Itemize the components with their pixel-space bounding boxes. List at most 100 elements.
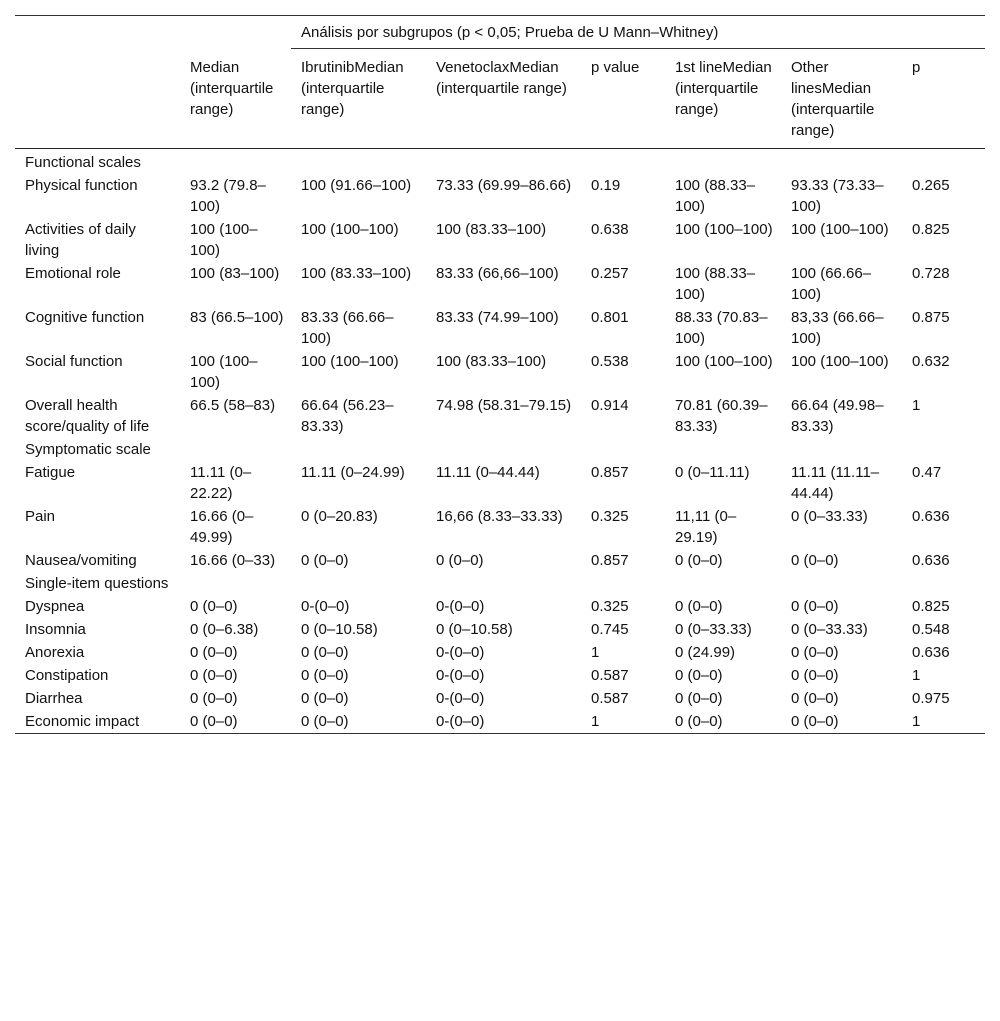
- cell: 0 (0–10.58): [436, 621, 513, 638]
- section-row: Functional scales: [15, 149, 985, 175]
- cell: 0.728: [912, 265, 950, 282]
- cell: 74.98 (58.31–79.15): [436, 397, 572, 414]
- header-group-row: Análisis por subgrupos (p < 0,05; Prueba…: [15, 15, 985, 49]
- empty-cell: [581, 149, 665, 175]
- cell: 88.33 (70.83–100): [675, 309, 768, 347]
- cell: 73.33 (69.99–86.66): [436, 177, 572, 194]
- table-header: Análisis por subgrupos (p < 0,05; Prueba…: [15, 15, 985, 149]
- cell: 100 (66.66–100): [791, 265, 872, 303]
- cell: 0.257: [591, 265, 629, 282]
- cell: 83.33 (74.99–100): [436, 309, 559, 326]
- empty-cell: [665, 572, 781, 595]
- cell: 0.857: [591, 464, 629, 481]
- cell: 66.64 (49.98–83.33): [791, 397, 884, 435]
- empty-cell: [426, 438, 581, 461]
- data-row: Constipation 0 (0–0) 0 (0–0) 0-(0–0) 0.587 0 …: [15, 664, 985, 687]
- cell: 0 (0–33.33): [791, 621, 868, 638]
- cell: 0-(0–0): [436, 598, 485, 615]
- column-header: 1st lineMedian (interquartile range): [665, 48, 781, 149]
- column-header: IbrutinibMedian (interquartile range): [291, 48, 426, 149]
- cell: 100 (88.33–100): [675, 177, 756, 215]
- cell: 0.47: [912, 464, 942, 481]
- cell: 100 (100–100): [301, 353, 399, 370]
- empty-cell: [291, 438, 426, 461]
- cell: 0.538: [591, 353, 629, 370]
- cell: 0 (0–0): [190, 690, 238, 707]
- cell: 100 (100–100): [190, 353, 258, 391]
- cell: 0.857: [591, 552, 629, 569]
- cell: 0 (0–0): [791, 713, 839, 730]
- column-header: p value: [581, 48, 665, 149]
- row-label: Insomnia: [25, 621, 86, 638]
- cell: 11.11 (11.11–44.44): [791, 464, 880, 502]
- cell: 11,11 (0–29.19): [675, 508, 737, 546]
- cell: 0 (0–0): [190, 644, 238, 661]
- cell: 100 (100–100): [791, 221, 889, 238]
- data-row: Nausea/vomiting 16.66 (0–33) 0 (0–0) 0 (0–0…: [15, 549, 985, 572]
- cell: 70.81 (60.39–83.33): [675, 397, 768, 435]
- data-row: Dyspnea 0 (0–0) 0-(0–0) 0-(0–0) 0.325 0 (0–0)…: [15, 595, 985, 618]
- row-label: Diarrhea: [25, 690, 83, 707]
- cell: 0 (0–0): [675, 667, 723, 684]
- row-label: Nausea/vomiting: [25, 552, 137, 569]
- cell: 16.66 (0–33): [190, 552, 276, 569]
- cell: 0 (0–0): [791, 598, 839, 615]
- data-row: Insomnia 0 (0–6.38) 0 (0–10.58) 0 (0–10.58)…: [15, 618, 985, 641]
- cell: 16.66 (0–49.99): [190, 508, 254, 546]
- cell: 0.745: [591, 621, 629, 638]
- cell: 100 (100–100): [190, 221, 258, 259]
- cell: 93.33 (73.33–100): [791, 177, 884, 215]
- cell: 11.11 (0–44.44): [436, 464, 540, 481]
- cell: 11.11 (0–24.99): [301, 464, 405, 481]
- data-row: Fatigue 11.11 (0–22.22) 11.11 (0–24.99) 11.…: [15, 461, 985, 505]
- table-body: Functional scales Physical function 93.2 (…: [15, 149, 985, 734]
- section-label: Functional scales: [25, 154, 141, 171]
- cell: 100 (100–100): [675, 353, 773, 370]
- column-header-row: Median (interquartile range) IbrutinibMed…: [15, 48, 985, 149]
- cell: 100 (83.33–100): [301, 265, 412, 282]
- empty-cell: [426, 572, 581, 595]
- cell: 0.548: [912, 621, 950, 638]
- empty-cell: [665, 149, 781, 175]
- table: Análisis por subgrupos (p < 0,05; Prueba…: [15, 15, 985, 734]
- empty-cell: [15, 48, 180, 149]
- cell: 0 (0–0): [436, 552, 484, 569]
- column-header: VenetoclaxMedian (interquartile range): [426, 48, 581, 149]
- data-row: Diarrhea 0 (0–0) 0 (0–0) 0-(0–0) 0.587 0 (0–0…: [15, 687, 985, 710]
- empty-cell: [291, 572, 426, 595]
- empty-cell: [180, 149, 291, 175]
- cell: 0 (0–0): [190, 598, 238, 615]
- row-label: Physical function: [25, 177, 138, 194]
- cell: 0.587: [591, 667, 629, 684]
- row-label: Pain: [25, 508, 56, 525]
- empty-cell: [781, 149, 902, 175]
- empty-cell: [781, 438, 902, 461]
- cell: 0 (0–11.11): [675, 464, 750, 481]
- cell: 1: [912, 713, 921, 730]
- empty-cell: [180, 572, 291, 595]
- cell: 66.5 (58–83): [190, 397, 276, 414]
- cell: 100 (100–100): [791, 353, 889, 370]
- cell: 0 (0–0): [675, 552, 723, 569]
- cell: 0.632: [912, 353, 950, 370]
- cell: 0.636: [912, 508, 950, 525]
- row-label: Anorexia: [25, 644, 85, 661]
- cell: 93.2 (79.8–100): [190, 177, 266, 215]
- table-container: Análisis por subgrupos (p < 0,05; Prueba…: [15, 15, 985, 734]
- row-label: Overall health score/quality of life: [25, 397, 150, 435]
- cell: 100 (100–100): [675, 221, 773, 238]
- data-row: Pain 16.66 (0–49.99) 0 (0–20.83) 16,66 (8.3…: [15, 505, 985, 549]
- data-row: Emotional role 100 (83–100) 100 (83.33–100…: [15, 262, 985, 306]
- empty-cell: [291, 149, 426, 175]
- section-row: Symptomatic scale: [15, 438, 985, 461]
- empty-cell: [180, 438, 291, 461]
- cell: 0 (0–0): [301, 713, 349, 730]
- data-row: Anorexia 0 (0–0) 0 (0–0) 0-(0–0) 1 0 (24.99) 0…: [15, 641, 985, 664]
- header-group: Análisis por subgrupos (p < 0,05; Prueba…: [291, 15, 985, 49]
- column-header: Median (interquartile range): [180, 48, 291, 149]
- cell: 0 (0–33.33): [675, 621, 752, 638]
- cell: 1: [912, 667, 921, 684]
- column-header: p: [902, 48, 985, 149]
- row-label: Constipation: [25, 667, 109, 684]
